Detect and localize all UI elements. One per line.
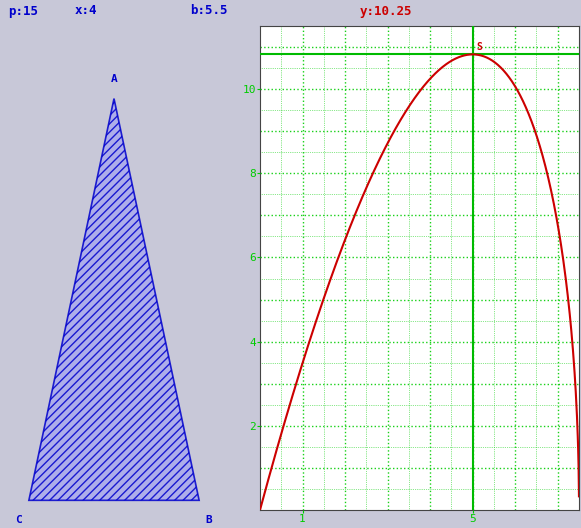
Text: A: A [110,74,117,84]
Text: b:5.5: b:5.5 [190,5,228,17]
Text: p:15: p:15 [8,5,38,17]
Text: S: S [476,42,482,52]
Text: x:4: x:4 [75,5,98,17]
Text: y:10.25: y:10.25 [360,5,413,17]
Text: B: B [206,515,213,525]
Polygon shape [29,99,199,501]
Text: C: C [16,515,22,525]
